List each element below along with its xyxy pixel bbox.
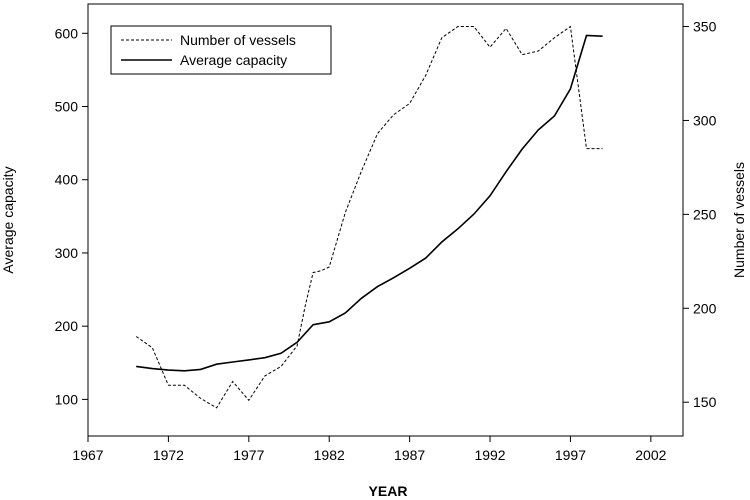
y-right-tick-label: 350 [693,19,717,35]
y-right-tick-label: 300 [693,112,717,128]
legend: Number of vessels Average capacity [110,25,332,75]
y-left-tick-label: 500 [55,99,79,115]
x-tick-label: 1982 [314,447,345,463]
x-tick-label: 1997 [555,447,586,463]
legend-box [110,25,332,75]
series-layer [135,25,603,409]
plot-frame [87,3,684,437]
y-right-tick-label: 150 [693,394,717,410]
y-left-tick-label: 600 [55,25,79,41]
legend-label-capacity: Average capacity [180,52,287,68]
y-axis-left-title: Average capacity [0,166,16,273]
x-axis: 1967 1972 1977 1982 1987 1992 1997 2002 [72,436,667,463]
x-tick-label: 1987 [394,447,425,463]
series-line-capacity [136,34,603,372]
y-axis-right: 150 200 250 300 350 [683,19,717,410]
x-tick-label: 1967 [72,447,103,463]
x-tick-label: 1972 [153,447,184,463]
y-left-tick-label: 300 [55,245,79,261]
x-tick-label: 1992 [474,447,505,463]
x-tick-label: 2002 [635,447,666,463]
y-right-tick-label: 200 [693,300,717,316]
y-right-tick-label: 250 [693,206,717,222]
y-axis-left: 100 200 300 400 500 600 [55,25,88,407]
y-left-tick-label: 200 [55,318,79,334]
series-line-vessels [135,25,603,409]
y-left-tick-label: 100 [55,391,79,407]
x-axis-title: YEAR [369,483,408,499]
legend-label-vessels: Number of vessels [180,32,296,48]
y-axis-right-title: Number of vessels [731,162,747,278]
x-tick-label: 1977 [233,447,264,463]
y-left-tick-label: 400 [55,172,79,188]
